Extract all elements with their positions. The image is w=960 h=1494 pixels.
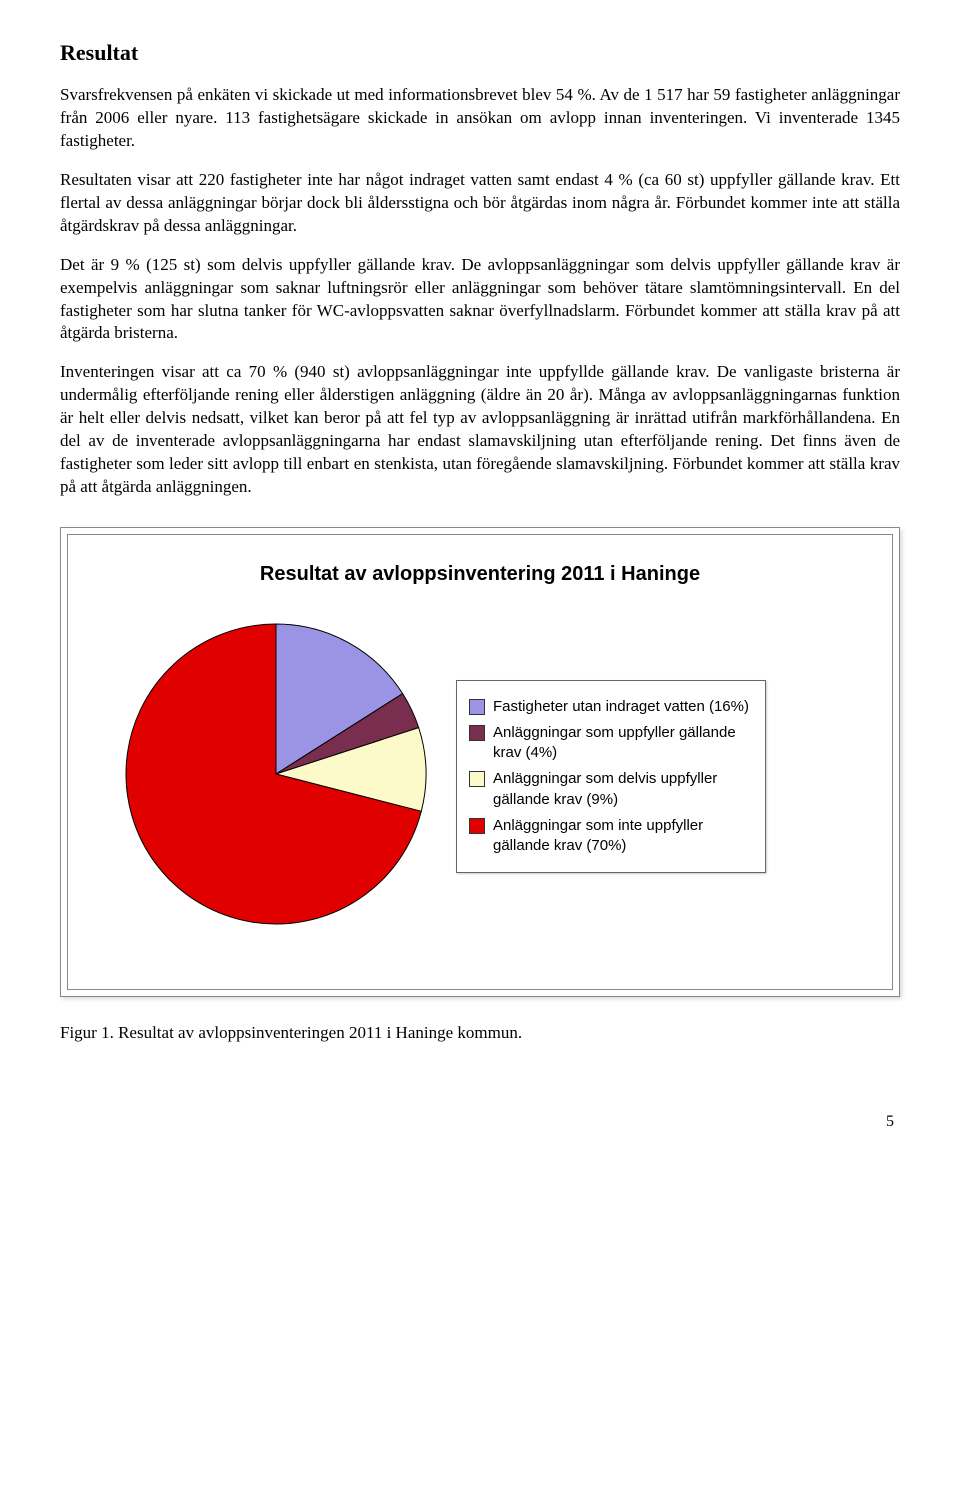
pie-chart bbox=[86, 604, 456, 949]
chart-inner: Resultat av avloppsinventering 2011 i Ha… bbox=[67, 534, 893, 990]
section-heading: Resultat bbox=[60, 40, 900, 66]
chart-title: Resultat av avloppsinventering 2011 i Ha… bbox=[86, 563, 874, 586]
chart-legend: Fastigheter utan indraget vatten (16%) A… bbox=[456, 680, 766, 874]
figure-caption: Figur 1. Resultat av avloppsinventeringe… bbox=[60, 1023, 900, 1043]
chart-frame: Resultat av avloppsinventering 2011 i Ha… bbox=[60, 527, 900, 997]
legend-label: Fastigheter utan indraget vatten (16%) bbox=[493, 697, 749, 717]
page-number: 5 bbox=[60, 1113, 900, 1131]
legend-label: Anläggningar som delvis uppfyller gällan… bbox=[493, 769, 753, 810]
paragraph: Inventeringen visar att ca 70 % (940 st)… bbox=[60, 361, 900, 499]
paragraph: Resultaten visar att 220 fastigheter int… bbox=[60, 169, 900, 238]
legend-item: Fastigheter utan indraget vatten (16%) bbox=[469, 697, 753, 717]
page: Resultat Svarsfrekvensen på enkäten vi s… bbox=[0, 0, 960, 1171]
paragraph: Det är 9 % (125 st) som delvis uppfyller… bbox=[60, 254, 900, 346]
legend-item: Anläggningar som inte uppfyller gällande… bbox=[469, 816, 753, 857]
legend-item: Anläggningar som uppfyller gällande krav… bbox=[469, 723, 753, 764]
legend-label: Anläggningar som inte uppfyller gällande… bbox=[493, 816, 753, 857]
legend-label: Anläggningar som uppfyller gällande krav… bbox=[493, 723, 753, 764]
legend-swatch bbox=[469, 771, 485, 787]
legend-swatch bbox=[469, 818, 485, 834]
chart-body: Fastigheter utan indraget vatten (16%) A… bbox=[86, 604, 874, 949]
paragraph: Svarsfrekvensen på enkäten vi skickade u… bbox=[60, 84, 900, 153]
legend-swatch bbox=[469, 699, 485, 715]
legend-item: Anläggningar som delvis uppfyller gällan… bbox=[469, 769, 753, 810]
legend-swatch bbox=[469, 725, 485, 741]
pie-svg bbox=[116, 614, 436, 934]
